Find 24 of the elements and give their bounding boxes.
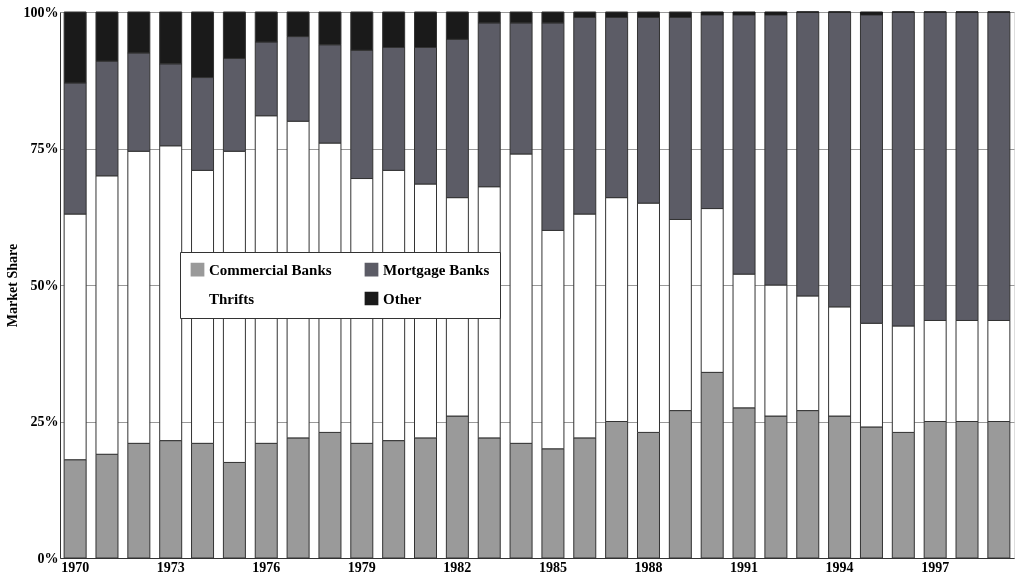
x-tick-label: 1988 <box>634 559 663 575</box>
bar <box>764 11 788 16</box>
x-tick-label: 1976 <box>252 559 281 575</box>
x-tick-label: 1970 <box>61 559 90 575</box>
legend-label: Commercial Banks <box>209 261 332 278</box>
x-tick-label: 1994 <box>825 559 854 575</box>
y-tick-label: 0% <box>37 550 59 566</box>
x-tick-label: 1991 <box>730 559 759 575</box>
legend-label: Other <box>383 290 422 307</box>
x-tick-label: 1985 <box>538 559 567 575</box>
x-tick-label: 1997 <box>921 559 950 575</box>
bar <box>700 11 724 16</box>
x-tick-label: 1979 <box>347 559 376 575</box>
y-axis-title: Market Share <box>4 243 20 328</box>
y-tick-label: 25% <box>30 414 59 429</box>
y-tick-label: 75% <box>30 141 59 156</box>
bar <box>732 11 756 16</box>
y-tick-label: 100% <box>23 4 59 20</box>
x-tick-label: 1982 <box>443 559 472 575</box>
legend-label: Mortgage Banks <box>383 261 490 278</box>
x-tick-label: 1973 <box>156 559 185 575</box>
series-label: Thrifts <box>209 290 255 307</box>
y-tick-label: 50% <box>30 277 59 293</box>
bar <box>859 11 883 16</box>
